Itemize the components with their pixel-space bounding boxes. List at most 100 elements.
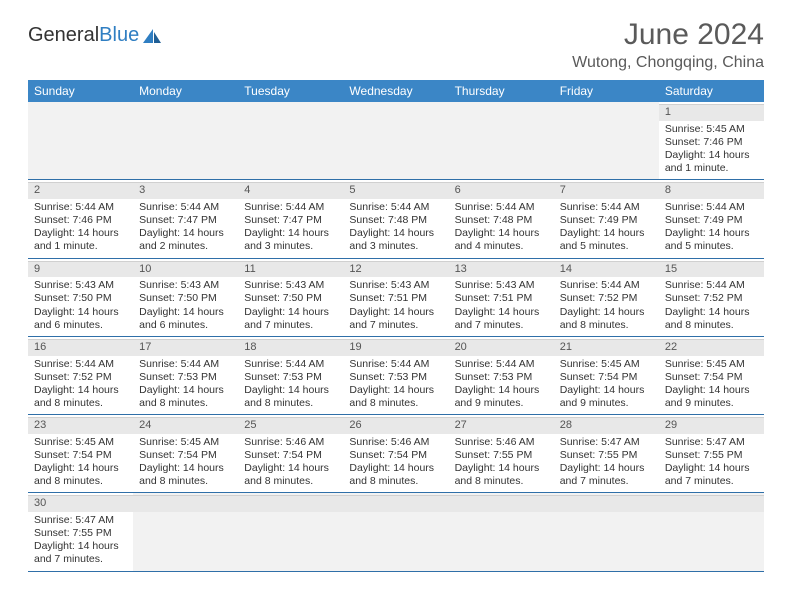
sunrise-line: Sunrise: 5:45 AM [665,123,758,136]
daylight-line: Daylight: 14 hours and 5 minutes. [560,227,653,253]
day-number: 17 [133,339,238,356]
sunrise-line: Sunrise: 5:44 AM [34,201,127,214]
daylight-line: Daylight: 14 hours and 6 minutes. [139,306,232,332]
sunset-line: Sunset: 7:54 PM [560,371,653,384]
day-cell [133,102,238,179]
logo-text-1: General [28,24,99,47]
sunrise-line: Sunrise: 5:43 AM [349,279,442,292]
daylight-line: Daylight: 14 hours and 5 minutes. [665,227,758,253]
day-number: 5 [343,182,448,199]
sunrise-line: Sunrise: 5:44 AM [560,201,653,214]
sunset-line: Sunset: 7:54 PM [244,449,337,462]
day-cell: 28 Sunrise: 5:47 AMSunset: 7:55 PMDayligh… [554,415,659,492]
daylight-line: Daylight: 14 hours and 2 minutes. [139,227,232,253]
day-cell: 15Sunrise: 5:44 AMSunset: 7:52 PMDayligh… [659,259,764,336]
day-cell: 30Sunrise: 5:47 AMSunset: 7:55 PMDayligh… [28,493,133,570]
week-row: 16Sunrise: 5:44 AMSunset: 7:52 PMDayligh… [28,337,764,415]
day-cell: 27Sunrise: 5:46 AMSunset: 7:55 PMDayligh… [449,415,554,492]
daylight-line: Daylight: 14 hours and 9 minutes. [455,384,548,410]
day-cell [449,102,554,179]
sunrise-line: Sunrise: 5:47 AM [560,436,653,449]
day-cell [343,493,448,570]
day-cell [343,102,448,179]
sunrise-line: Sunrise: 5:47 AM [665,436,758,449]
day-number: 25 [238,417,343,434]
daylight-line: Daylight: 14 hours and 8 minutes. [139,384,232,410]
header: GeneralBlue June 2024 Wutong, Chongqing,… [28,18,764,72]
daylight-line: Daylight: 14 hours and 8 minutes. [244,384,337,410]
daylight-line: Daylight: 14 hours and 8 minutes. [349,462,442,488]
sunrise-line: Sunrise: 5:43 AM [34,279,127,292]
daylight-line: Daylight: 14 hours and 7 minutes. [665,462,758,488]
daylight-line: Daylight: 14 hours and 7 minutes. [244,306,337,332]
day-cell [238,102,343,179]
day-cell [133,493,238,570]
daylight-line: Daylight: 14 hours and 7 minutes. [560,462,653,488]
day-cell: 23 Sunrise: 5:45 AMSunset: 7:54 PMDayligh… [28,415,133,492]
sunset-line: Sunset: 7:48 PM [455,214,548,227]
sunset-line: Sunset: 7:51 PM [455,292,548,305]
weekday-header: Monday [133,80,238,102]
weekday-header-row: SundayMondayTuesdayWednesdayThursdayFrid… [28,80,764,102]
week-row: 2Sunrise: 5:44 AMSunset: 7:46 PMDaylight… [28,180,764,258]
day-number [133,495,238,512]
day-cell: 3Sunrise: 5:44 AMSunset: 7:47 PMDaylight… [133,180,238,257]
sunset-line: Sunset: 7:52 PM [34,371,127,384]
day-cell: 5Sunrise: 5:44 AMSunset: 7:48 PMDaylight… [343,180,448,257]
sunrise-line: Sunrise: 5:45 AM [34,436,127,449]
day-number: 1 [659,104,764,121]
day-cell [449,493,554,570]
day-number: 7 [554,182,659,199]
day-number: 23 [28,417,133,434]
day-cell: 11Sunrise: 5:43 AMSunset: 7:50 PMDayligh… [238,259,343,336]
day-number [238,495,343,512]
day-number: 27 [449,417,554,434]
sunset-line: Sunset: 7:46 PM [665,136,758,149]
day-cell [554,102,659,179]
sunset-line: Sunset: 7:50 PM [139,292,232,305]
sunset-line: Sunset: 7:54 PM [34,449,127,462]
sunrise-line: Sunrise: 5:46 AM [455,436,548,449]
sunrise-line: Sunrise: 5:43 AM [139,279,232,292]
sunset-line: Sunset: 7:53 PM [349,371,442,384]
day-number: 4 [238,182,343,199]
day-number: 8 [659,182,764,199]
sunrise-line: Sunrise: 5:44 AM [34,358,127,371]
day-cell [659,493,764,570]
sunset-line: Sunset: 7:54 PM [349,449,442,462]
sunrise-line: Sunrise: 5:44 AM [349,358,442,371]
sunrise-line: Sunrise: 5:44 AM [139,201,232,214]
day-cell: 6Sunrise: 5:44 AMSunset: 7:48 PMDaylight… [449,180,554,257]
daylight-line: Daylight: 14 hours and 8 minutes. [139,462,232,488]
daylight-line: Daylight: 14 hours and 3 minutes. [349,227,442,253]
day-cell: 7Sunrise: 5:44 AMSunset: 7:49 PMDaylight… [554,180,659,257]
daylight-line: Daylight: 14 hours and 4 minutes. [455,227,548,253]
day-number: 12 [343,261,448,278]
day-cell: 17Sunrise: 5:44 AMSunset: 7:53 PMDayligh… [133,337,238,414]
sunrise-line: Sunrise: 5:45 AM [665,358,758,371]
day-cell: 18Sunrise: 5:44 AMSunset: 7:53 PMDayligh… [238,337,343,414]
day-cell [554,493,659,570]
day-cell: 10Sunrise: 5:43 AMSunset: 7:50 PMDayligh… [133,259,238,336]
sunrise-line: Sunrise: 5:46 AM [349,436,442,449]
daylight-line: Daylight: 14 hours and 8 minutes. [34,462,127,488]
sunset-line: Sunset: 7:50 PM [34,292,127,305]
day-cell: 20Sunrise: 5:44 AMSunset: 7:53 PMDayligh… [449,337,554,414]
week-row: 30Sunrise: 5:47 AMSunset: 7:55 PMDayligh… [28,493,764,571]
sunrise-line: Sunrise: 5:44 AM [455,201,548,214]
weekday-header: Friday [554,80,659,102]
day-number: 28 [554,417,659,434]
daylight-line: Daylight: 14 hours and 6 minutes. [34,306,127,332]
sunset-line: Sunset: 7:52 PM [560,292,653,305]
daylight-line: Daylight: 14 hours and 1 minute. [34,227,127,253]
sunset-line: Sunset: 7:51 PM [349,292,442,305]
sunset-line: Sunset: 7:55 PM [560,449,653,462]
day-cell: 29Sunrise: 5:47 AMSunset: 7:55 PMDayligh… [659,415,764,492]
day-number [554,495,659,512]
day-number: 10 [133,261,238,278]
day-number: 11 [238,261,343,278]
sunrise-line: Sunrise: 5:45 AM [560,358,653,371]
day-cell: 2Sunrise: 5:44 AMSunset: 7:46 PMDaylight… [28,180,133,257]
day-number [343,495,448,512]
weekday-header: Wednesday [343,80,448,102]
